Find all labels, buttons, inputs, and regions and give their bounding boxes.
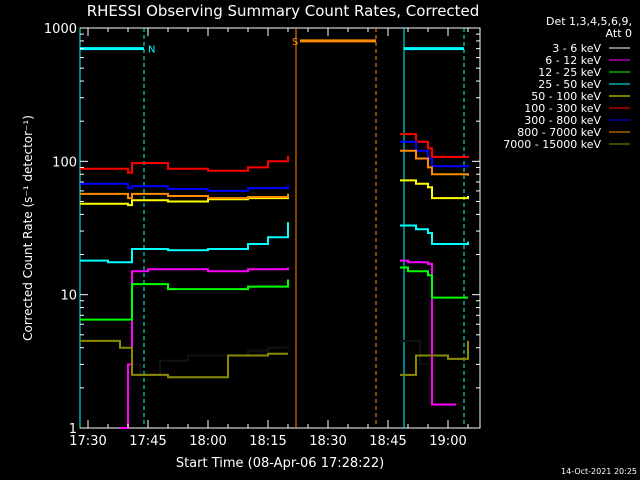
x-axis-label: Start Time (08-Apr-06 17:28:22)	[176, 456, 384, 471]
x-tick-label-2: 18:00	[189, 434, 226, 449]
legend-label-2: 12 - 25 keV	[538, 66, 601, 79]
x-tick-label-0: 17:30	[69, 434, 106, 449]
status-bar-label-1: S	[292, 37, 298, 48]
legend-label-6: 300 - 800 keV	[524, 114, 601, 127]
series-line-8	[80, 339, 469, 379]
series-line-1	[120, 259, 456, 429]
y-axis-label: Corrected Count Rate (s⁻¹ detector⁻¹)	[21, 115, 35, 341]
event-marker-layer	[79, 28, 465, 428]
x-tick-label-1: 17:45	[129, 434, 166, 449]
legend-label-4: 50 - 100 keV	[531, 90, 601, 103]
y-axis-ticks: 1 10 100 1000	[44, 22, 480, 437]
x-axis-ticks: 17:30 17:45 18:00 18:15 18:30 18:45 19:00	[69, 28, 469, 449]
y-tick-label-1: 10	[60, 289, 77, 304]
series-layer	[80, 133, 469, 429]
legend-label-1: 6 - 12 keV	[545, 54, 601, 67]
series-line-2	[80, 266, 468, 321]
footer-timestamp: 14-Oct-2021 20:25	[561, 467, 637, 476]
x-tick-label-4: 18:30	[309, 434, 346, 449]
status-bar-layer: NS	[80, 37, 464, 56]
x-tick-label-5: 18:45	[369, 434, 406, 449]
y-tick-label-3: 1000	[44, 22, 77, 37]
x-tick-label-3: 18:15	[249, 434, 286, 449]
legend-header-line-2: Att 0	[606, 27, 632, 40]
y-tick-label-0: 1	[69, 422, 77, 437]
series-line-3	[80, 222, 469, 264]
legend-header-line-1: Det 1,3,4,5,6,9,	[546, 15, 632, 28]
status-bar-label-0: N	[148, 45, 155, 56]
series-line-0	[128, 339, 428, 376]
y-tick-label-2: 100	[52, 155, 77, 170]
chart-title: RHESSI Observing Summary Count Rates, Co…	[87, 2, 480, 20]
legend-label-0: 3 - 6 keV	[552, 42, 601, 55]
legend-label-3: 25 - 50 keV	[538, 78, 601, 91]
legend-label-8: 7000 - 15000 keV	[503, 138, 601, 151]
x-tick-label-6: 19:00	[429, 434, 466, 449]
legend-label-5: 100 - 300 keV	[524, 102, 601, 115]
series-line-5	[80, 133, 469, 174]
series-line-7	[80, 149, 469, 200]
legend-label-7: 800 - 7000 keV	[517, 126, 601, 139]
